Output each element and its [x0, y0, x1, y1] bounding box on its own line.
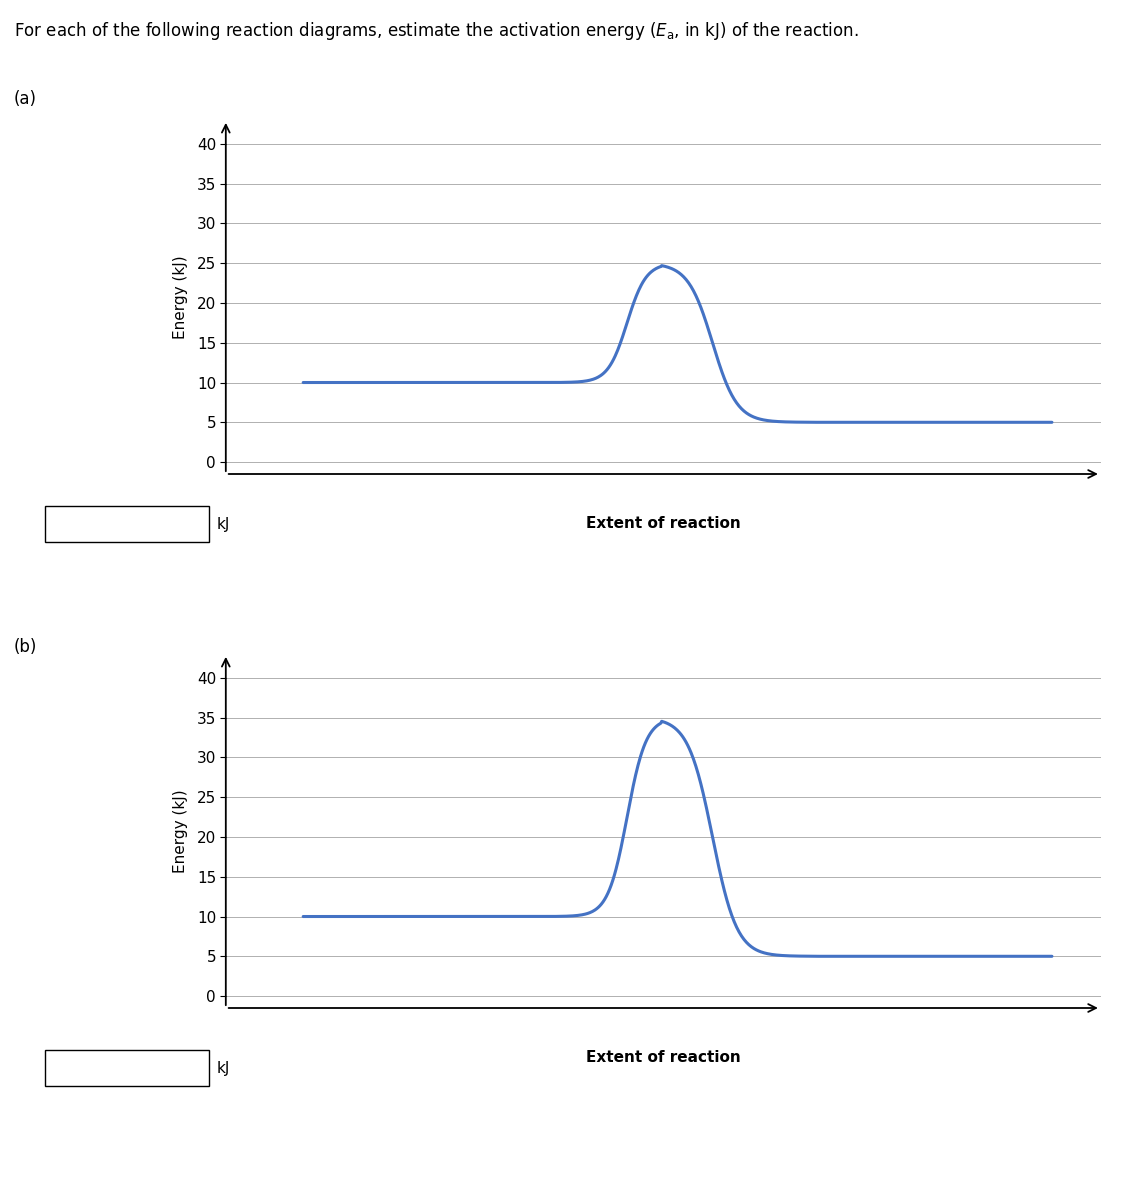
Y-axis label: Energy (kJ): Energy (kJ)	[174, 256, 189, 338]
Y-axis label: Energy (kJ): Energy (kJ)	[174, 790, 189, 872]
Text: kJ: kJ	[217, 1061, 230, 1075]
Text: For each of the following reaction diagrams, estimate the activation energy ($E_: For each of the following reaction diagr…	[14, 20, 858, 42]
Text: (b): (b)	[14, 638, 37, 656]
Text: (a): (a)	[14, 90, 36, 108]
Text: kJ: kJ	[217, 517, 230, 532]
Text: Extent of reaction: Extent of reaction	[586, 516, 741, 532]
Text: Extent of reaction: Extent of reaction	[586, 1050, 741, 1066]
